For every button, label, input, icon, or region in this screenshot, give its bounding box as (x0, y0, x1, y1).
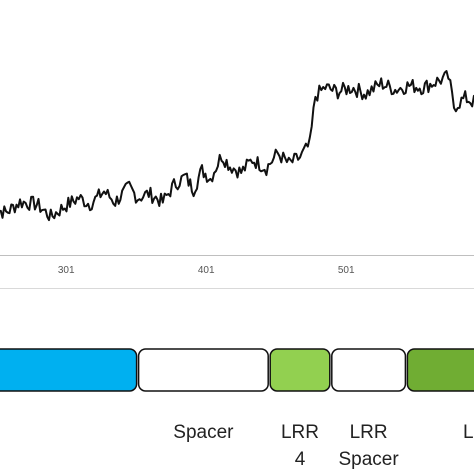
domain-label-top: LRR (463, 422, 474, 443)
domain-block (137, 348, 269, 392)
x-tick-label: 501 (338, 265, 355, 276)
domain-block (406, 348, 474, 392)
domain-label-bottom: 4 (295, 449, 306, 470)
domain-block (269, 348, 331, 392)
profile-line-chart: 301401501601 (0, 70, 474, 276)
x-tick-label: 301 (58, 265, 75, 276)
x-tick-label: 401 (198, 265, 215, 276)
domain-label-top: LRR (350, 422, 388, 443)
domain-label-top: LRR (281, 422, 319, 443)
profile-series-line (0, 70, 474, 222)
domain-block (331, 348, 407, 392)
domain-label-bottom: Spacer (338, 449, 399, 470)
domain-label-top: Spacer (173, 422, 234, 443)
domain-block (0, 348, 138, 392)
domain-bar: SpacerLRR4LRRSpacerLRR8 (0, 348, 474, 470)
